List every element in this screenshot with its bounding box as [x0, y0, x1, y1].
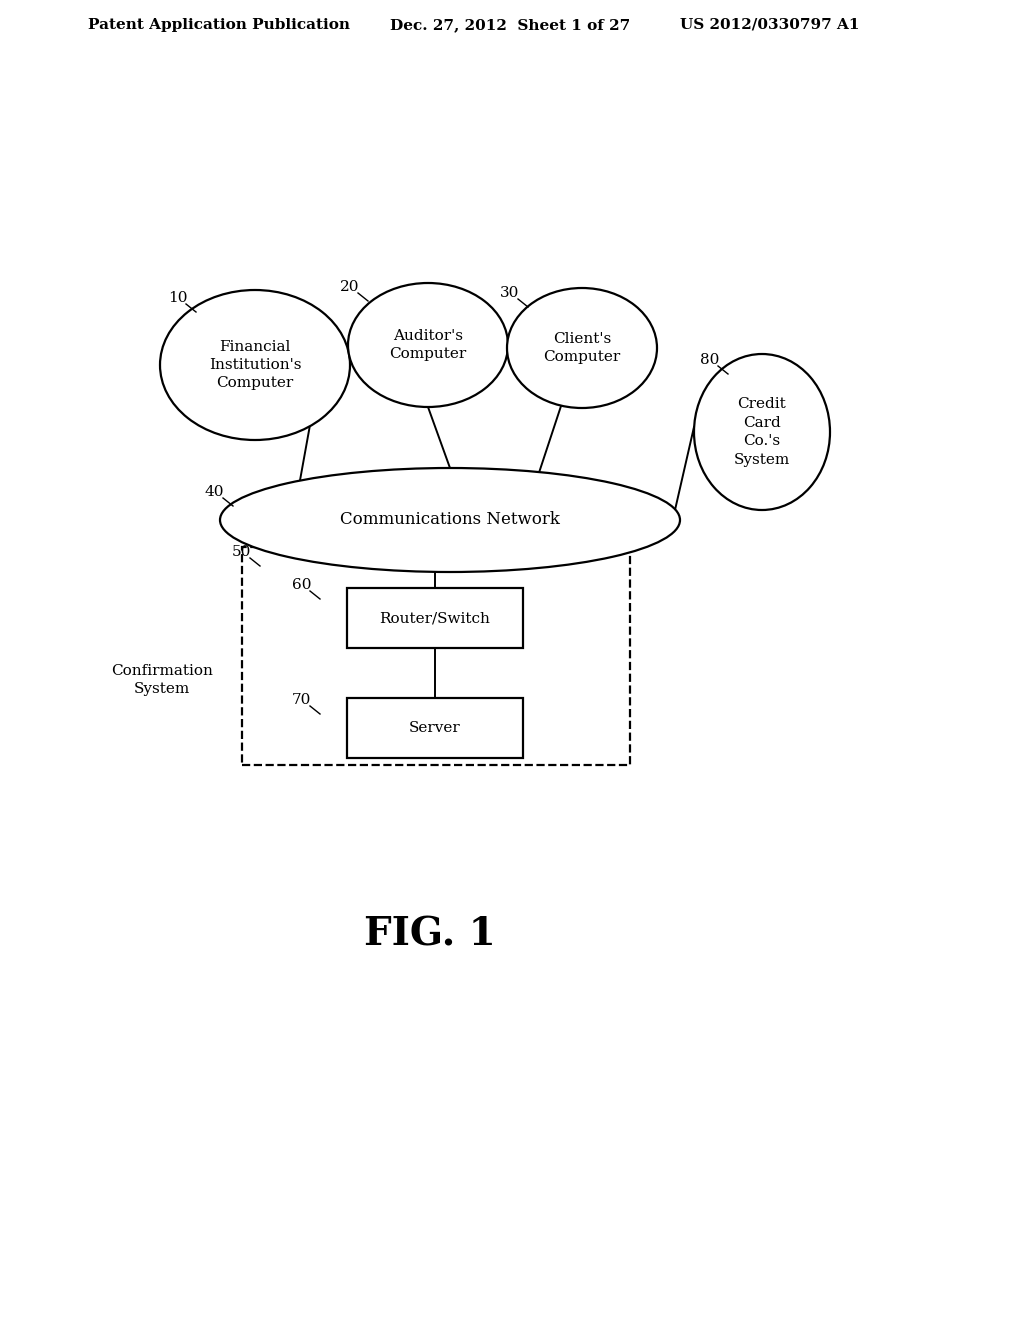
Text: 60: 60 [292, 578, 311, 591]
Ellipse shape [348, 282, 508, 407]
Ellipse shape [160, 290, 350, 440]
Text: Server: Server [410, 721, 461, 735]
Text: 50: 50 [232, 545, 251, 558]
Text: 20: 20 [340, 280, 359, 294]
Text: Auditor's
Computer: Auditor's Computer [389, 329, 467, 362]
Text: 70: 70 [292, 693, 311, 708]
Text: FIG. 1: FIG. 1 [365, 916, 496, 954]
Text: Router/Switch: Router/Switch [380, 611, 490, 624]
Text: 80: 80 [700, 352, 720, 367]
Text: 40: 40 [205, 484, 224, 499]
Text: Confirmation
System: Confirmation System [111, 664, 213, 696]
Text: Financial
Institution's
Computer: Financial Institution's Computer [209, 339, 301, 391]
Text: Communications Network: Communications Network [340, 511, 560, 528]
Text: Patent Application Publication: Patent Application Publication [88, 18, 350, 32]
Bar [347, 587, 522, 648]
Text: Dec. 27, 2012  Sheet 1 of 27: Dec. 27, 2012 Sheet 1 of 27 [390, 18, 630, 32]
Text: Credit
Card
Co.'s
System: Credit Card Co.'s System [734, 397, 791, 466]
Text: Client's
Computer: Client's Computer [544, 331, 621, 364]
Text: 10: 10 [168, 290, 187, 305]
Bar [347, 698, 522, 758]
Text: US 2012/0330797 A1: US 2012/0330797 A1 [680, 18, 859, 32]
Bar [242, 546, 630, 766]
Ellipse shape [507, 288, 657, 408]
Ellipse shape [220, 469, 680, 572]
Ellipse shape [694, 354, 830, 510]
Text: 30: 30 [500, 286, 519, 300]
